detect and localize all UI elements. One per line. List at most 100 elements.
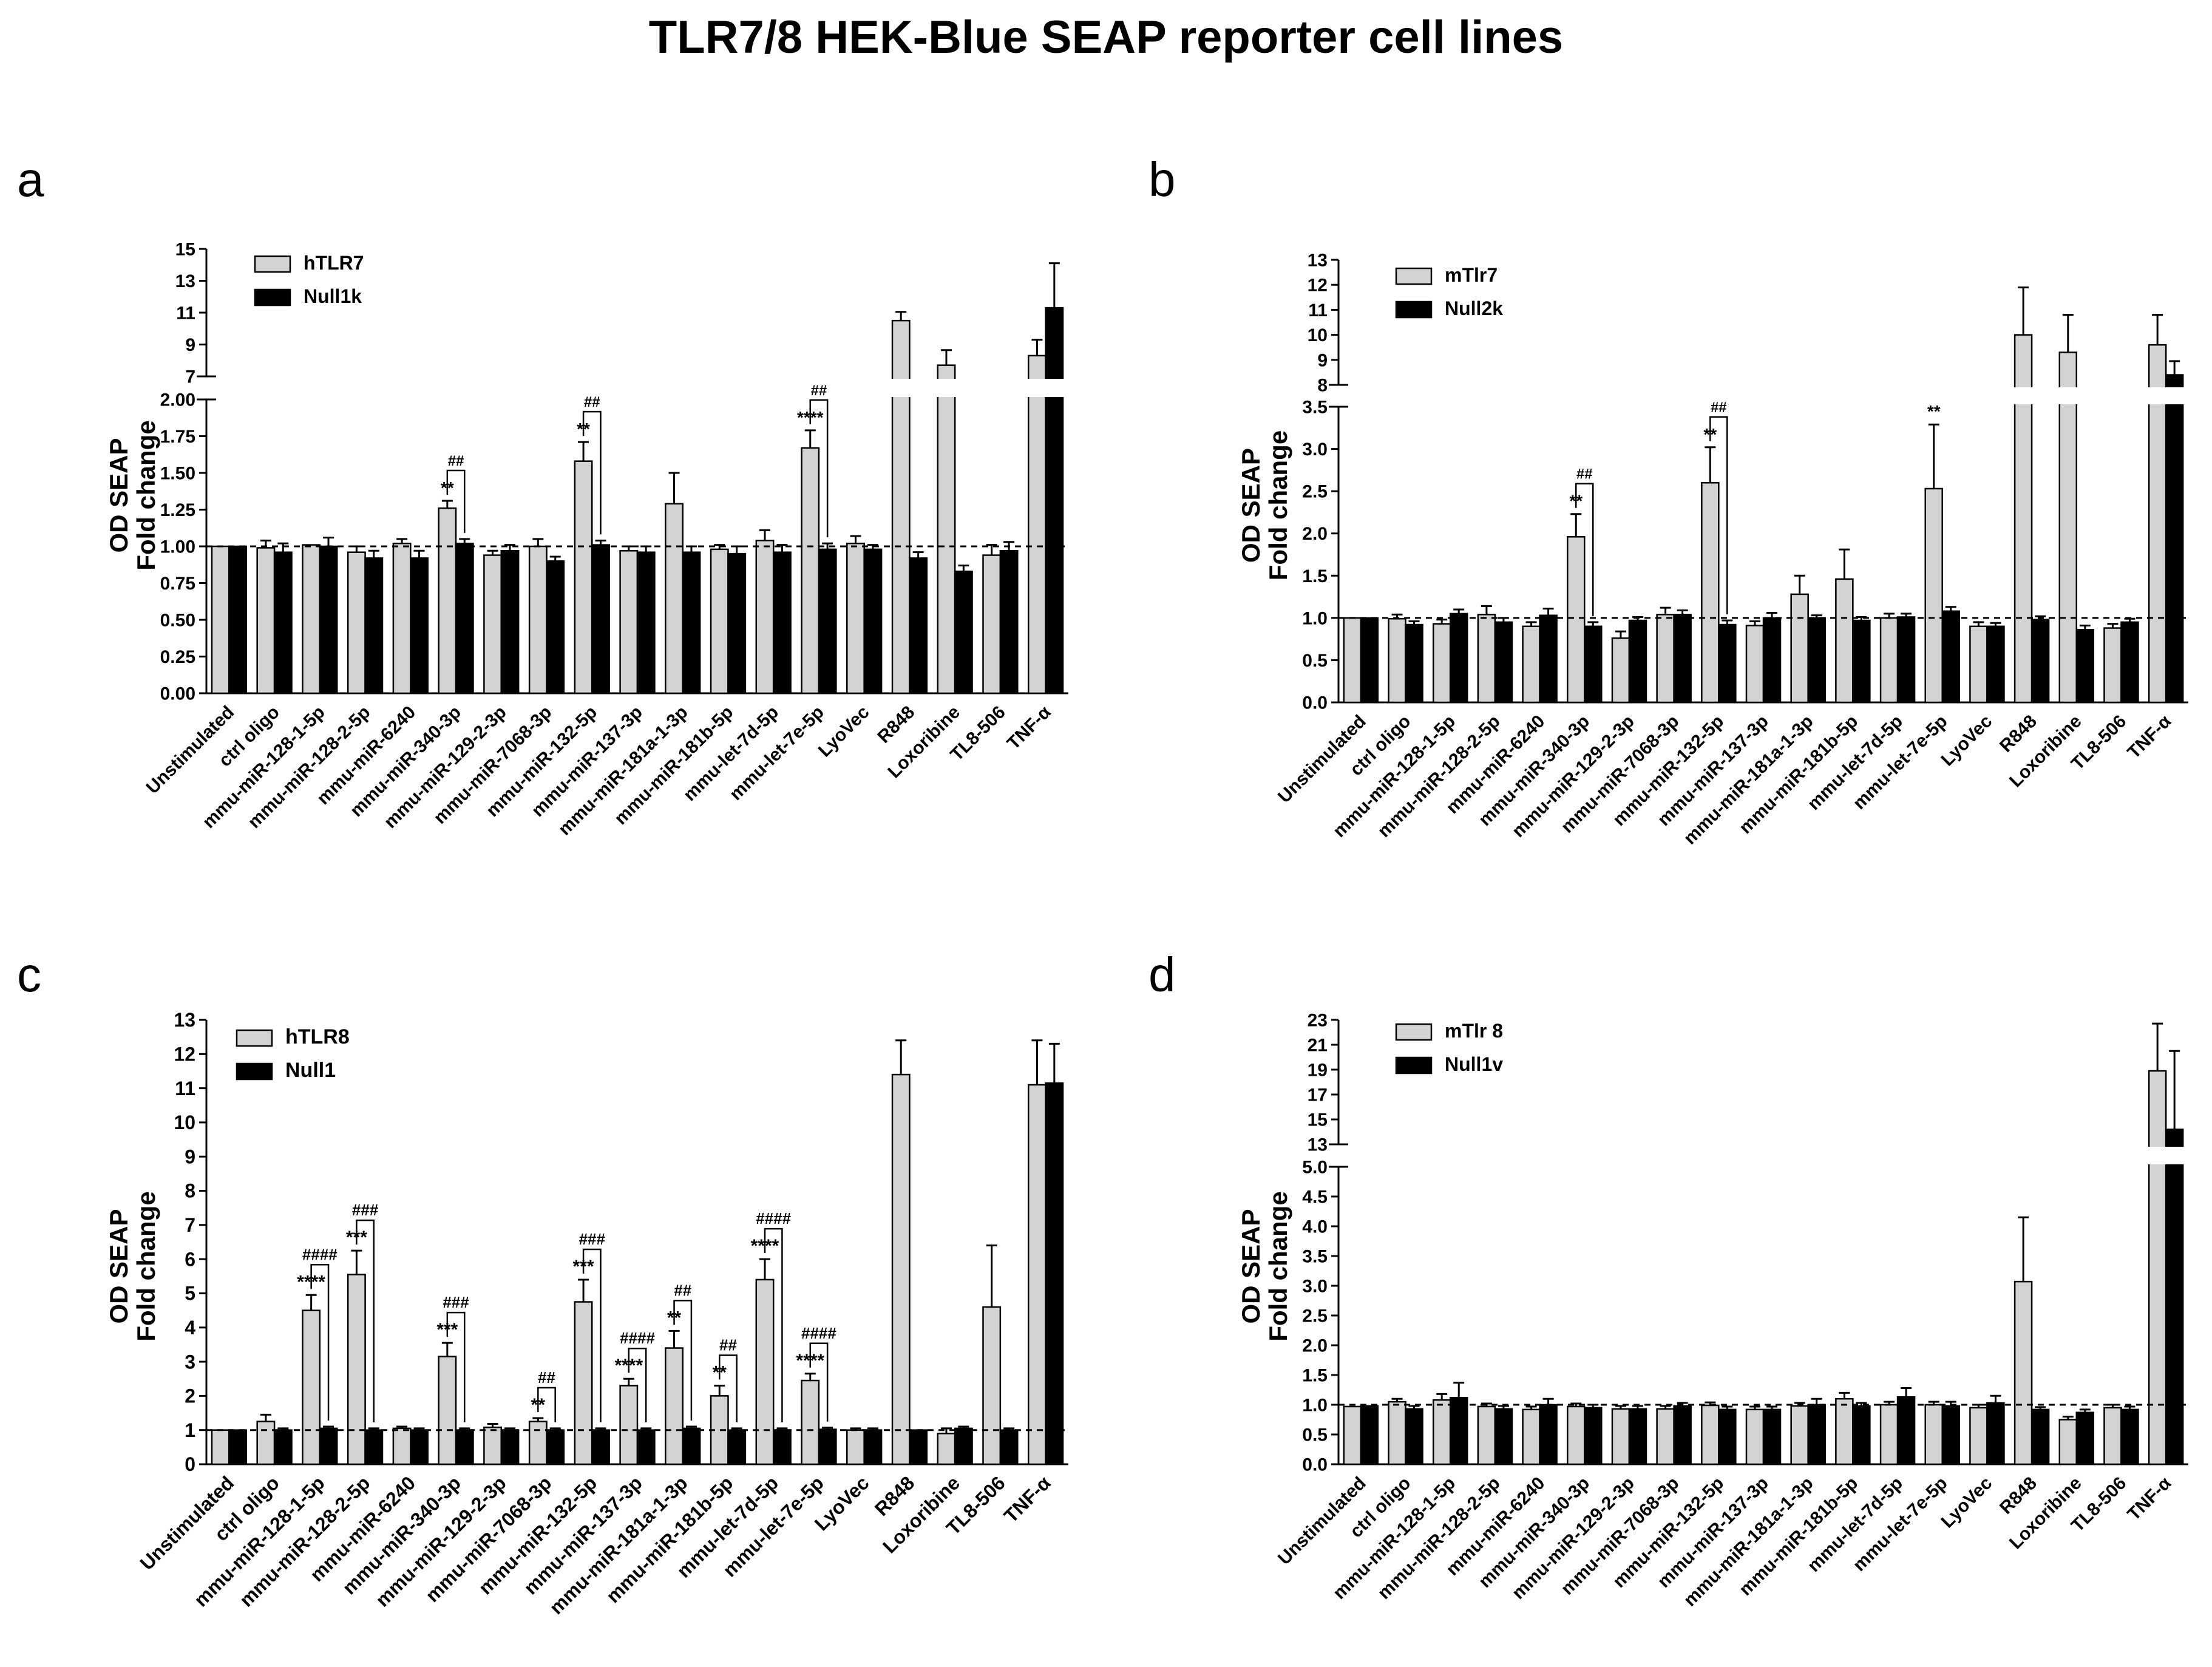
bar-mTlr 8-14 xyxy=(1969,1407,1988,1465)
bar-Null1k-0 xyxy=(228,545,248,694)
bar-hTLR7-1 xyxy=(256,547,276,694)
significance-hashes: ## xyxy=(1711,399,1727,416)
y-tick-label: 1.0 xyxy=(1302,608,1328,628)
bar-hTLR7-11 xyxy=(710,548,729,694)
bar-hTLR8-6 xyxy=(483,1426,503,1465)
bar-Null1-10 xyxy=(682,1427,701,1465)
bar-mTlr 8-11 xyxy=(1835,1397,1854,1465)
bar-Null1-14 xyxy=(863,1429,883,1465)
bar-mTlr 8-16 xyxy=(2058,1419,2078,1465)
bar-hTLR8-18 xyxy=(1027,1084,1047,1465)
bar-Null2k-10 xyxy=(1807,617,1826,704)
y-axis-subtitle: Fold change xyxy=(132,1191,160,1341)
legend-swatch-Null1 xyxy=(236,1062,273,1081)
legend-label-hTLR7: hTLR7 xyxy=(304,252,364,274)
y-tick-label: 6 xyxy=(185,1248,195,1270)
bar-Null1k-13 xyxy=(818,548,837,694)
y-tick-label: 4.5 xyxy=(1302,1187,1328,1207)
significance-stars: ** xyxy=(1927,402,1941,421)
bar-hTLR7-2 xyxy=(302,544,321,694)
bar-Null1-6 xyxy=(500,1429,520,1465)
y-tick-label: 2.5 xyxy=(1302,482,1328,502)
legend-label-mTlr 8: mTlr 8 xyxy=(1445,1020,1503,1042)
y-tick-label: 7 xyxy=(185,367,195,387)
y-tick-label: 3.0 xyxy=(1302,440,1328,460)
bar-hTLR8-3 xyxy=(347,1274,366,1465)
bar-Null1k-12 xyxy=(772,551,792,694)
bar-Null1v-8 xyxy=(1718,1408,1737,1465)
y-tick-label: 1.25 xyxy=(160,500,195,520)
bar-Null1k-5 xyxy=(455,542,474,694)
bar-hTLR7-17 xyxy=(982,554,1002,694)
y-tick-label: 11 xyxy=(1308,300,1328,321)
y-tick-label: 3 xyxy=(185,1351,195,1373)
bar-Null2k-0 xyxy=(1360,617,1379,704)
bar-hTLR8-2 xyxy=(302,1309,321,1465)
bar-Null1-7 xyxy=(546,1429,565,1465)
legend-swatch-hTLR8 xyxy=(236,1029,273,1047)
legend-swatch-mTlr 8 xyxy=(1395,1023,1433,1041)
y-tick-label: 0.00 xyxy=(160,684,195,704)
y-tick-label: 2.0 xyxy=(1302,524,1328,544)
y-tick-label: 0.5 xyxy=(1302,1425,1328,1445)
bar-Null1v-9 xyxy=(1762,1408,1782,1465)
bar-mTlr 8-15 xyxy=(2014,1280,2033,1465)
bar-Null1v-11 xyxy=(1852,1405,1871,1465)
bar-Null1v-12 xyxy=(1896,1396,1916,1465)
bar-Null1-8 xyxy=(591,1429,610,1465)
bar-Null1k-18 xyxy=(1045,307,1064,694)
bar-hTLR8-17 xyxy=(982,1306,1002,1465)
bar-mTlr 8-13 xyxy=(1924,1404,1943,1465)
bar-hTLR7-13 xyxy=(801,447,820,694)
y-axis-title: OD SEAP xyxy=(1237,448,1265,563)
bar-hTLR7-7 xyxy=(528,545,548,694)
bar-Null2k-16 xyxy=(2075,629,2095,704)
bar-Null1-4 xyxy=(410,1429,429,1465)
bar-Null1k-15 xyxy=(909,557,928,694)
chart-b: 0.0 0.5 1.0 1.5 2.0 2.5 3.0 3.58 9 10 11 12 13 OD SEA… xyxy=(1237,251,2191,849)
y-tick-label: 4 xyxy=(185,1317,195,1339)
significance-bracket xyxy=(446,1311,466,1422)
legend-swatch-Null1k xyxy=(254,288,291,307)
bar-mTlr7-13 xyxy=(1924,487,1943,704)
bar-hTLR8-9 xyxy=(619,1385,639,1465)
significance-hashes: #### xyxy=(302,1245,338,1263)
y-tick-label: 2.0 xyxy=(1302,1336,1328,1356)
significance-hashes: #### xyxy=(801,1324,836,1342)
bar-hTLR7-12 xyxy=(755,540,775,694)
y-tick-label: 0.25 xyxy=(160,647,195,667)
bar-Null2k-18 xyxy=(2165,374,2184,704)
significance-hashes: ### xyxy=(579,1230,606,1248)
legend-label-hTLR8: hTLR8 xyxy=(285,1025,350,1048)
y-tick-label: 0.50 xyxy=(160,611,195,631)
legend-swatch-mTlr7 xyxy=(1395,267,1433,285)
bar-hTLR7-16 xyxy=(937,364,956,694)
bar-Null1-18 xyxy=(1045,1082,1064,1465)
significance-hashes: #### xyxy=(620,1329,655,1347)
bar-hTLR8-16 xyxy=(937,1433,956,1465)
significance-hashes: ## xyxy=(674,1281,691,1299)
y-tick-label: 13 xyxy=(1308,1135,1328,1155)
bar-mTlr7-4 xyxy=(1522,625,1541,704)
bar-Null2k-7 xyxy=(1673,614,1692,704)
y-tick-label: 9 xyxy=(185,1146,195,1167)
y-tick-label: 2 xyxy=(185,1385,195,1407)
y-tick-label: 1.75 xyxy=(160,427,195,447)
y-tick-label: 9 xyxy=(185,335,195,355)
y-tick-label: 1.0 xyxy=(1302,1396,1328,1416)
panel-label-d: d xyxy=(1148,948,1176,1002)
y-tick-label: 1.00 xyxy=(160,537,195,557)
bar-Null2k-17 xyxy=(2120,621,2139,704)
bar-mTlr 8-17 xyxy=(2103,1407,2122,1465)
x-tick-label: LyoVec xyxy=(1938,1473,1997,1532)
bar-Null1-1 xyxy=(273,1429,293,1465)
bar-Null1-2 xyxy=(319,1427,338,1465)
bar-hTLR8-12 xyxy=(755,1278,775,1465)
significance-hashes: ## xyxy=(1576,466,1593,483)
y-tick-label: 1.5 xyxy=(1302,566,1328,586)
bar-Null1v-2 xyxy=(1449,1396,1468,1465)
bar-hTLR7-10 xyxy=(665,503,684,694)
bar-mTlr7-14 xyxy=(1969,625,1988,704)
bar-mTlr7-3 xyxy=(1477,614,1496,704)
axis-break xyxy=(209,379,1071,397)
